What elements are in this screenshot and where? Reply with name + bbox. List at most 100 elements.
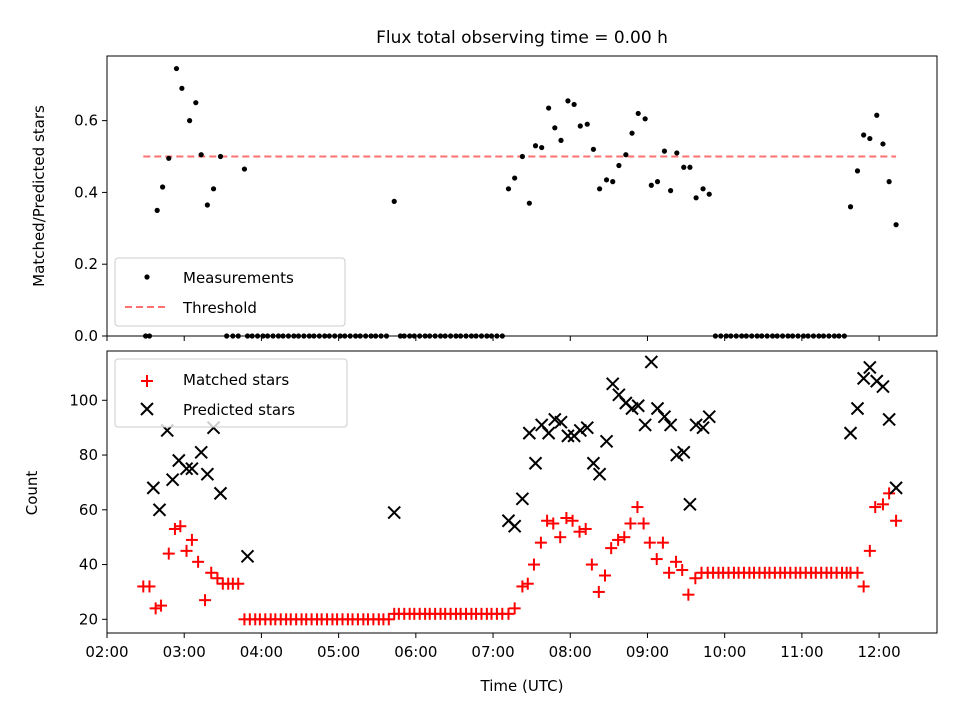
measurement-point (494, 333, 500, 339)
predicted-star-point (670, 448, 684, 462)
top-legend: Measurements Threshold (114, 257, 346, 327)
measurement-point (826, 333, 832, 339)
measurement-point (411, 333, 417, 339)
matched-star-point (162, 547, 175, 560)
measurement-point (458, 333, 464, 339)
predicted-star-point (528, 456, 543, 470)
predicted-star-point (702, 410, 716, 424)
measurement-point (173, 65, 180, 72)
matched-star-point (851, 566, 864, 579)
measurement-point (347, 333, 353, 339)
measurement-point (743, 333, 749, 339)
measurement-point (795, 333, 801, 339)
matched-star-point (663, 566, 676, 579)
predicted-star-point (554, 415, 568, 429)
matched-star-point (527, 558, 540, 571)
measurement-point (610, 179, 616, 185)
predicted-star-point (387, 505, 401, 520)
bottom-y-tick-label-2: 60 (79, 501, 98, 519)
measurement-point (463, 333, 469, 339)
top-y-tick-label-1: 0.2 (74, 255, 98, 273)
measurement-point (217, 153, 224, 160)
measurement-point (693, 195, 699, 201)
measurement-point (648, 182, 654, 188)
predicted-star-point (586, 456, 601, 470)
predicted-star-point (507, 519, 522, 533)
measurement-point (427, 333, 433, 339)
top-y-tick-label-3: 0.6 (74, 112, 98, 130)
measurement-point (316, 333, 322, 339)
matched-star-point (382, 613, 395, 626)
top-legend-box (114, 257, 346, 327)
measurement-point (311, 333, 317, 339)
matched-star-point (883, 487, 896, 500)
legend-matched-marker (141, 375, 153, 387)
matched-star-point (579, 522, 592, 535)
measurement-point (854, 168, 861, 174)
measurement-point (831, 333, 837, 339)
predicted-star-point (240, 549, 255, 564)
measurement-point (373, 333, 379, 339)
bottom-y-tick-label-3: 80 (79, 446, 98, 464)
measurement-point (893, 222, 899, 228)
chart-title: Flux total observing time = 0.00 h (376, 28, 668, 48)
matched-star-point (174, 520, 187, 533)
measurement-point (816, 333, 822, 339)
measurement-point (565, 98, 571, 104)
matched-star-point (682, 588, 695, 601)
measurement-point (519, 153, 525, 160)
measurement-point (861, 132, 867, 138)
measurement-point (577, 123, 583, 129)
predicted-star-point (644, 355, 659, 369)
measurement-point (886, 179, 892, 185)
measurement-point (453, 333, 459, 339)
top-panel: 0.0 0.2 0.4 0.6 Matched/Predicted stars Mea… (30, 55, 938, 345)
measurement-point (249, 333, 255, 339)
matched-star-point (516, 580, 529, 593)
matched-star-point (863, 544, 876, 557)
legend-measurements-marker (144, 274, 150, 280)
measurement-point (764, 333, 770, 339)
legend-threshold-label: Threshold (182, 299, 257, 317)
measurement-point (241, 166, 248, 172)
predicted-star-point (683, 497, 697, 512)
top-data-marks (143, 65, 899, 339)
measurement-point (596, 186, 603, 192)
bottom-y-axis-label: Count (23, 471, 41, 516)
predicted-star-point (657, 410, 672, 424)
measurement-point (712, 333, 719, 339)
predicted-star-point (179, 462, 194, 476)
measurement-point (867, 135, 873, 142)
measurement-point (437, 333, 444, 339)
measurement-point (291, 333, 297, 339)
measurement-point (159, 184, 166, 190)
measurement-point (584, 121, 590, 127)
measurement-point (739, 333, 745, 339)
matched-star-point (534, 536, 547, 549)
measurement-point (505, 186, 512, 192)
measurement-point (654, 179, 661, 185)
measurement-point (397, 333, 403, 339)
measurement-point (661, 148, 668, 154)
predicted-star-point (146, 481, 161, 495)
measurement-point (363, 333, 369, 339)
measurement-point (179, 85, 185, 91)
predicted-star-point (882, 412, 896, 427)
measurement-point (700, 186, 706, 192)
measurement-point (146, 333, 153, 339)
measurement-point (270, 333, 276, 339)
measurement-point (422, 333, 428, 339)
matched-star-point (143, 580, 156, 593)
matched-star-point (643, 536, 656, 549)
measurement-point (488, 333, 495, 339)
measurement-point (193, 100, 199, 106)
measurement-point (590, 146, 597, 152)
predicted-star-point (152, 503, 167, 517)
bottom-legend: Matched stars Predicted stars (114, 358, 348, 428)
predicted-star-point (843, 426, 858, 440)
measurement-point (322, 333, 328, 339)
bottom-y-tick-label-0: 20 (79, 610, 98, 628)
measurement-point (198, 152, 204, 158)
matched-star-point (199, 594, 212, 607)
x-tick-label-0: 02:00 (85, 643, 128, 661)
